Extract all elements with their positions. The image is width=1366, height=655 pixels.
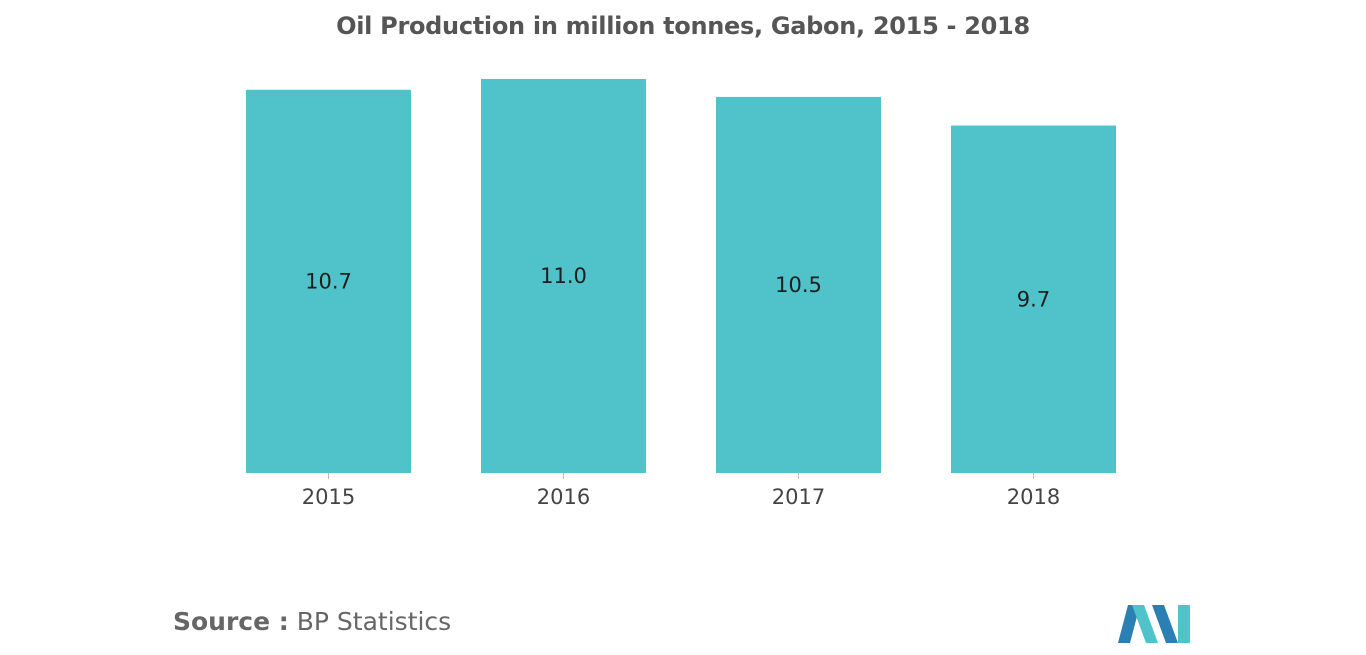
source-value: BP Statistics [296, 607, 452, 636]
x-tick-label-2015: 2015 [302, 485, 355, 509]
x-tick-label-2018: 2018 [1007, 485, 1060, 509]
bar-value-label-2018: 9.7 [1017, 287, 1050, 311]
bar-value-label-2017: 10.5 [775, 273, 822, 297]
x-tick-label-2016: 2016 [537, 485, 590, 509]
bars-layer: 10.7 11.0 10.5 9.7 [246, 79, 1116, 474]
source-key: Source : [173, 607, 289, 636]
bar-value-label-2015: 10.7 [305, 269, 352, 293]
bar-2016 [481, 79, 646, 473]
x-tick-label-2017: 2017 [772, 485, 825, 509]
source-note: Source : BP Statistics [173, 607, 451, 636]
bar-2018 [951, 125, 1116, 474]
bar-2015 [246, 89, 411, 473]
chart-title: Oil Production in million tonnes, Gabon,… [336, 12, 1030, 40]
mordor-intelligence-logo-icon [1118, 605, 1190, 643]
x-axis: 2015 2016 2017 2018 [302, 473, 1060, 509]
bar-2017 [716, 96, 881, 473]
bar-value-label-2016: 11.0 [540, 264, 587, 288]
